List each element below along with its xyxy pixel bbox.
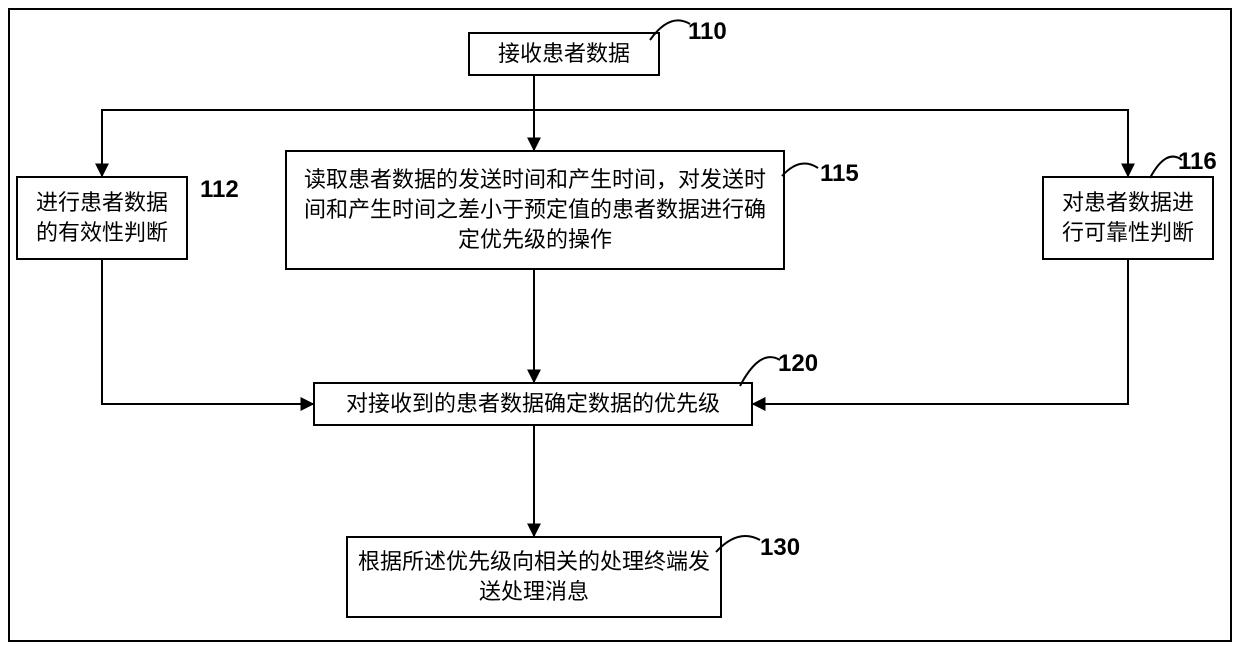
node-text: 对接收到的患者数据确定数据的优先级 (346, 389, 720, 419)
step-label-110: 110 (688, 18, 727, 46)
node-text: 根据所述优先级向相关的处理终端发送处理消息 (358, 547, 710, 606)
node-send-message: 根据所述优先级向相关的处理终端发送处理消息 (346, 536, 722, 618)
node-receive-patient-data: 接收患者数据 (468, 32, 660, 76)
node-determine-priority: 对接收到的患者数据确定数据的优先级 (313, 382, 753, 426)
step-label-130: 130 (760, 534, 800, 562)
node-text: 进行患者数据的有效性判断 (28, 188, 176, 247)
node-text: 对患者数据进行可靠性判断 (1054, 188, 1202, 247)
node-text: 接收患者数据 (498, 39, 630, 69)
step-label-115: 115 (820, 160, 859, 188)
step-label-116: 116 (1178, 148, 1217, 176)
node-reliability-check: 对患者数据进行可靠性判断 (1042, 176, 1214, 260)
node-text: 读取患者数据的发送时间和产生时间，对发送时间和产生时间之差小于预定值的患者数据进… (297, 165, 773, 254)
node-validity-check: 进行患者数据的有效性判断 (16, 176, 188, 260)
step-label-112: 112 (200, 176, 239, 204)
node-time-diff-priority: 读取患者数据的发送时间和产生时间，对发送时间和产生时间之差小于预定值的患者数据进… (285, 150, 785, 270)
step-label-120: 120 (778, 350, 818, 378)
